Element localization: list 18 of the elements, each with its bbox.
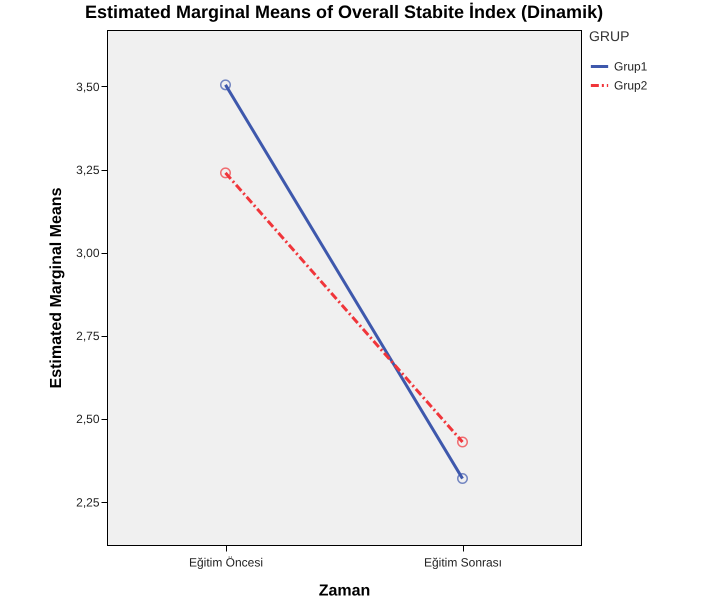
y-tick-label: 2,50 bbox=[76, 412, 100, 426]
chart-title: Estimated Marginal Means of Overall Stabite İndex (Dinamik) bbox=[84, 2, 604, 22]
point bbox=[220, 167, 231, 178]
y-tick-label: 2,25 bbox=[76, 495, 100, 510]
legend-label: Grup1 bbox=[614, 60, 648, 74]
y-axis-title: Estimated Marginal Means bbox=[48, 187, 66, 388]
x-tick-label: Eğitim Öncesi bbox=[188, 556, 264, 570]
y-tick-label: 2,75 bbox=[76, 329, 100, 344]
point bbox=[457, 473, 468, 484]
legend-title: GRUP bbox=[589, 28, 630, 44]
point bbox=[457, 436, 468, 448]
x-tick-label: Eğitim Sonrası bbox=[424, 556, 502, 570]
y-tick-label: 3,50 bbox=[76, 80, 100, 94]
point bbox=[220, 79, 231, 90]
legend-label: Grup2 bbox=[614, 78, 648, 92]
y-tick-label: 3,00 bbox=[76, 246, 100, 260]
x-axis-title: Zaman bbox=[318, 582, 370, 600]
y-tick-label: 3,25 bbox=[76, 163, 100, 178]
